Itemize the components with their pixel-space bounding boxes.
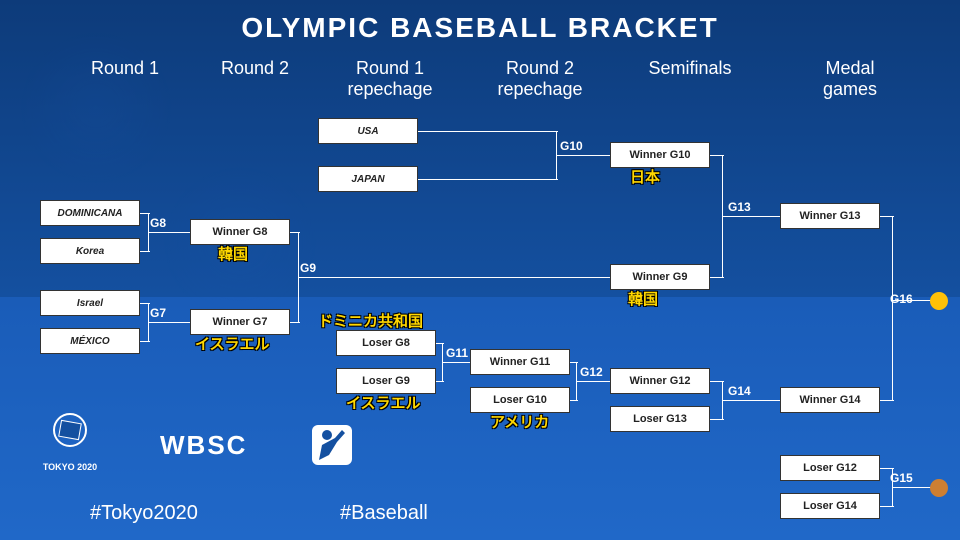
- connector-line: [436, 381, 444, 382]
- game-label-G10: G10: [560, 139, 583, 153]
- bracket-box-dominicana: DOMINICANA: [40, 200, 140, 226]
- game-label-G11: G11: [446, 346, 468, 360]
- connector-line: [576, 381, 610, 382]
- bracket-box-winnerG10: Winner G10: [610, 142, 710, 168]
- connector-line: [418, 179, 558, 180]
- connector-line: [298, 277, 610, 278]
- connector-line: [148, 232, 190, 233]
- bracket-box-loserG12: Loser G12: [780, 455, 880, 481]
- bracket-box-mexico: MÉXICO: [40, 328, 140, 354]
- bracket-box-winnerG13: Winner G13: [780, 203, 880, 229]
- bracket-box-winnerG7: Winner G7: [190, 309, 290, 335]
- annotation-japan_jp: 日本: [630, 166, 660, 187]
- hashtag-baseball: #Baseball: [340, 502, 428, 525]
- bracket-box-loserG13: Loser G13: [610, 406, 710, 432]
- bracket-title: OLYMPIC BASEBALL BRACKET: [0, 12, 960, 44]
- bracket-box-loserG8: Loser G8: [336, 330, 436, 356]
- connector-line: [418, 131, 558, 132]
- bracket-box-israel: Israel: [40, 290, 140, 316]
- bracket-box-usa: USA: [318, 118, 418, 144]
- col-header-3: Round 2 repechage: [470, 58, 610, 100]
- bracket-box-winnerG9: Winner G9: [610, 264, 710, 290]
- bracket-box-korea: Korea: [40, 238, 140, 264]
- annotation-korea2: 韓国: [628, 288, 658, 309]
- bracket-box-loserG10: Loser G10: [470, 387, 570, 413]
- connector-line: [892, 216, 893, 400]
- medal-bronze: [930, 479, 948, 497]
- tokyo2020-logo: TOKYO 2020: [40, 410, 100, 480]
- game-label-G14: G14: [728, 384, 751, 398]
- connector-line: [722, 400, 780, 401]
- connector-line: [710, 277, 724, 278]
- medal-gold: [930, 292, 948, 310]
- hashtag-tokyo: #Tokyo2020: [90, 502, 198, 525]
- bracket-box-winnerG11: Winner G11: [470, 349, 570, 375]
- connector-line: [556, 155, 610, 156]
- connector-line: [710, 419, 724, 420]
- connector-line: [880, 400, 894, 401]
- game-label-G12: G12: [580, 365, 603, 379]
- bracket-box-loserG14: Loser G14: [780, 493, 880, 519]
- game-label-G9: G9: [300, 261, 316, 275]
- wbsc-logo: WBSC: [160, 430, 247, 461]
- col-header-5: Medal games: [780, 58, 920, 100]
- connector-line: [892, 487, 932, 488]
- col-header-4: Semifinals: [620, 58, 760, 79]
- bracket-box-winnerG8: Winner G8: [190, 219, 290, 245]
- connector-line: [140, 251, 150, 252]
- col-header-0: Round 1: [55, 58, 195, 79]
- bracket-box-loserG9: Loser G9: [336, 368, 436, 394]
- connector-line: [880, 506, 894, 507]
- annotation-israel1: イスラエル: [195, 333, 270, 354]
- connector-line: [148, 322, 190, 323]
- bracket-box-japan: JAPAN: [318, 166, 418, 192]
- logo-area: TOKYO 2020 WBSC: [40, 410, 357, 480]
- connector-line: [442, 362, 470, 363]
- annotation-america: アメリカ: [490, 411, 549, 432]
- annotation-korea1: 韓国: [218, 243, 248, 264]
- connector-line: [290, 322, 300, 323]
- game-label-G13: G13: [728, 200, 751, 214]
- annotation-dominican: ドミニカ共和国: [318, 310, 423, 331]
- game-label-G15: G15: [890, 471, 913, 485]
- batter-icon: [307, 420, 357, 470]
- bracket-box-winnerG12: Winner G12: [610, 368, 710, 394]
- connector-line: [140, 341, 150, 342]
- col-header-2: Round 1 repechage: [320, 58, 460, 100]
- connector-line: [722, 216, 780, 217]
- game-label-G8: G8: [150, 216, 166, 230]
- game-label-G16: G16: [890, 292, 913, 306]
- connector-line: [570, 400, 578, 401]
- game-label-G7: G7: [150, 306, 166, 320]
- tokyo-text: TOKYO 2020: [43, 462, 97, 472]
- col-header-1: Round 2: [185, 58, 325, 79]
- bracket-box-winnerG14: Winner G14: [780, 387, 880, 413]
